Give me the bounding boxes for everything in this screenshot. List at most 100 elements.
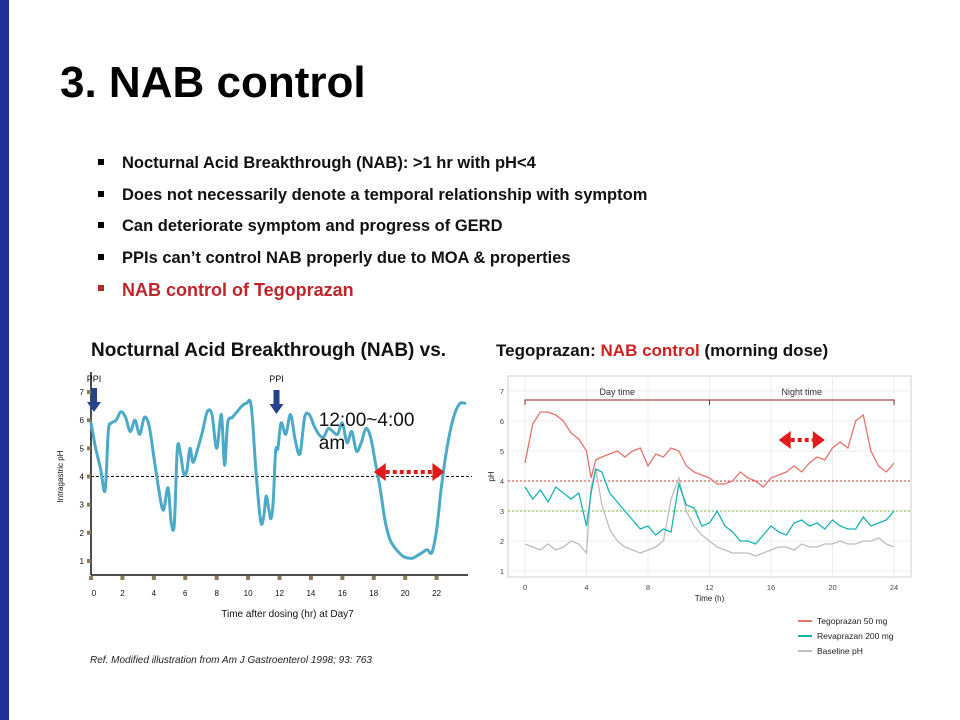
bracket-line — [524, 399, 895, 405]
x-tick-mark — [277, 576, 282, 580]
ppi-marker: PPI — [269, 374, 284, 414]
y-tick-label: 2 — [500, 537, 504, 546]
down-arrow-icon — [269, 390, 284, 414]
y-tick-label: 5 — [500, 447, 504, 456]
x-tick-label: 24 — [890, 583, 898, 592]
bullet-item: Does not necessarily denote a temporal r… — [96, 186, 647, 218]
reference-note: Ref. Modified illustration from Am J Gas… — [90, 655, 372, 666]
bullet-square-icon — [98, 285, 104, 291]
y-tick-label: 7 — [500, 387, 504, 396]
x-tick-label: 2 — [120, 589, 125, 598]
x-tick-mark — [151, 576, 156, 580]
right-chart-heading: Tegoprazan: NAB control (morning dose) — [496, 341, 828, 361]
bullet-square-icon — [98, 159, 104, 165]
y-tick-mark — [87, 446, 91, 451]
series-line-baseline — [524, 468, 895, 557]
x-axis-label: Time after dosing (hr) at Day7 — [221, 609, 354, 620]
series-line-revaprazan — [524, 468, 895, 545]
bullet-square-icon — [98, 253, 104, 260]
x-tick-label: 4 — [152, 589, 157, 598]
nab-interval-arrow — [373, 463, 445, 481]
slide-title: 3. NAB control — [60, 58, 366, 107]
bullet-text: Can deteriorate symptom and progress of … — [122, 217, 503, 235]
left-chart-heading: Nocturnal Acid Breakthrough (NAB) vs. — [91, 340, 447, 361]
bracket-label-day: Day time — [599, 387, 635, 397]
x-tick-label: 12 — [705, 583, 713, 592]
y-tick-label: 7 — [80, 388, 85, 397]
down-arrow-icon — [87, 388, 101, 412]
heading-prefix: Tegoprazan: — [496, 341, 601, 360]
heading-suffix: (morning dose) — [699, 341, 829, 360]
right-grid-layer — [508, 376, 911, 577]
y-tick-mark — [87, 418, 91, 423]
bullet-item: PPIs can’t control NAB properly due to M… — [96, 249, 647, 281]
x-tick-label: 12 — [275, 589, 284, 598]
y-tick-mark — [87, 390, 91, 395]
x-tick-label: 14 — [306, 589, 315, 598]
period-brackets — [524, 399, 895, 405]
x-tick-label: 18 — [369, 589, 378, 598]
ppi-marker: PPI — [87, 374, 102, 412]
y-tick-label: 6 — [500, 417, 504, 426]
x-tick-mark — [434, 576, 439, 580]
x-tick-mark — [183, 576, 188, 580]
x-tick-label: 4 — [584, 583, 588, 592]
x-tick-mark — [308, 576, 313, 580]
x-tick-label: 0 — [92, 589, 97, 598]
bullet-item-highlight: NAB control of Tegoprazan — [96, 280, 647, 312]
x-tick-label: 20 — [401, 589, 410, 598]
x-axis-label: Time (h) — [695, 594, 725, 603]
x-tick-mark — [120, 576, 125, 580]
ppi-label: PPI — [269, 374, 284, 384]
heading-highlight: NAB control — [600, 341, 700, 360]
bullet-item: Can deteriorate symptom and progress of … — [96, 217, 647, 249]
y-tick-mark — [87, 530, 91, 535]
x-tick-mark — [403, 576, 408, 580]
y-tick-label: 4 — [500, 477, 504, 486]
legend-label: Revaprazan 200 mg — [817, 631, 894, 641]
annotation-line: 12:00~4:00 — [319, 410, 415, 431]
legend-label: Tegoprazan 50 mg — [817, 616, 888, 626]
bullet-list: Nocturnal Acid Breakthrough (NAB): >1 hr… — [96, 154, 647, 312]
x-tick-label: 16 — [338, 589, 347, 598]
bullet-item: Nocturnal Acid Breakthrough (NAB): >1 hr… — [96, 154, 647, 186]
x-tick-label: 8 — [214, 589, 219, 598]
y-tick-label: 2 — [80, 529, 85, 538]
x-tick-mark — [340, 576, 345, 580]
y-tick-label: 1 — [80, 557, 85, 566]
bullet-text: NAB control of Tegoprazan — [122, 280, 354, 300]
bullet-text: Nocturnal Acid Breakthrough (NAB): >1 hr… — [122, 154, 536, 172]
x-tick-label: 22 — [432, 589, 441, 598]
x-tick-mark — [89, 576, 93, 580]
bracket-label-night: Night time — [781, 387, 822, 397]
x-tick-label: 16 — [767, 583, 775, 592]
x-tick-label: 0 — [523, 583, 527, 592]
left-accent-bar — [0, 0, 9, 720]
bullet-square-icon — [98, 190, 104, 197]
bullet-square-icon — [98, 222, 104, 228]
y-tick-label: 3 — [500, 507, 504, 516]
y-tick-mark — [87, 558, 91, 563]
x-tick-mark — [214, 576, 219, 580]
x-tick-label: 8 — [646, 583, 650, 592]
y-tick-label: 3 — [80, 501, 85, 510]
arrow-left-head — [373, 463, 386, 481]
series-line-tegoprazan — [524, 411, 895, 488]
x-tick-label: 6 — [183, 589, 188, 598]
arrow-right-head — [432, 463, 445, 481]
y-tick-label: 1 — [500, 567, 504, 576]
x-tick-label: 20 — [828, 583, 836, 592]
nab-time-annotation: 12:00~4:00 am — [319, 410, 415, 454]
arrow-left-head — [778, 431, 791, 449]
x-tick-mark — [371, 576, 376, 580]
nab-interval-arrow — [778, 431, 825, 449]
y-tick-label: 4 — [80, 473, 85, 482]
x-tick-label: 10 — [244, 589, 253, 598]
y-tick-label: 5 — [80, 444, 85, 453]
y-tick-mark — [87, 474, 91, 479]
ppi-label: PPI — [87, 374, 102, 384]
